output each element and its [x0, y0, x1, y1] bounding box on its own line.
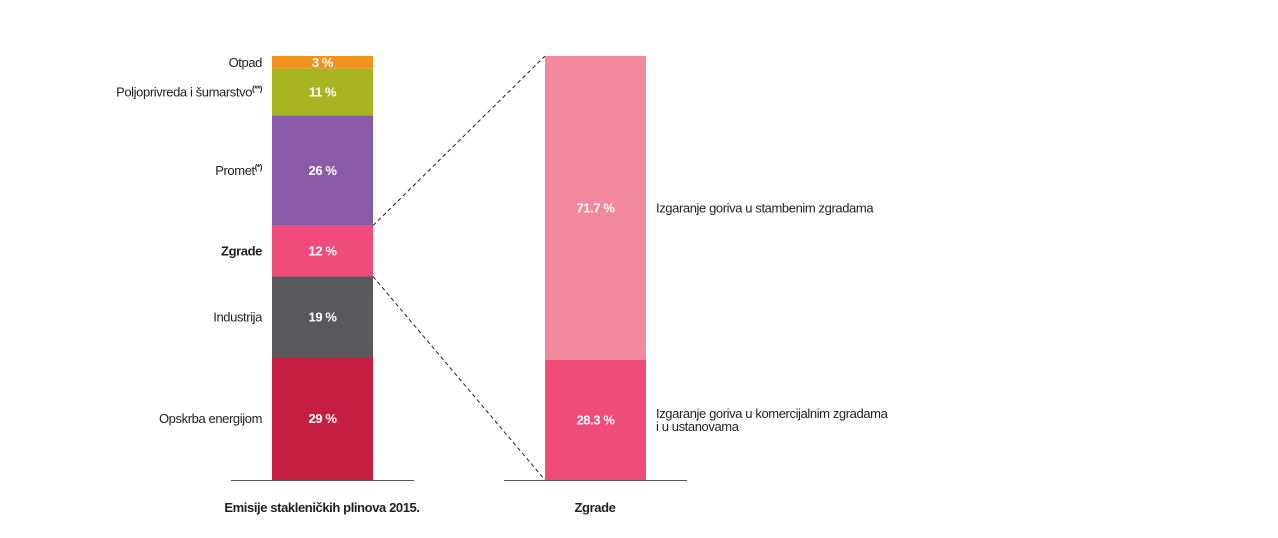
- bar-segment: [272, 357, 373, 480]
- category-label: Industrija: [213, 309, 263, 324]
- data-label: 26 %: [308, 163, 337, 178]
- data-label: 19 %: [308, 309, 337, 324]
- bar-segment: [272, 68, 373, 116]
- data-label: 28.3 %: [576, 413, 615, 428]
- data-label: 3 %: [312, 55, 334, 70]
- category-label: Opskrba energijom: [159, 411, 262, 426]
- zoom-connector-top: [372, 55, 546, 226]
- bar-segment: [272, 225, 373, 277]
- zoom-connector-bottom: [372, 276, 546, 481]
- data-label: 12 %: [308, 244, 337, 259]
- bar-segment: [272, 56, 373, 69]
- category-label: Promet(*): [215, 163, 262, 178]
- right-chart-title: Zgrade: [575, 500, 616, 515]
- left-chart-title: Emisije stakleničkih plinova 2015.: [224, 500, 419, 515]
- category-label: Izgaranje goriva u komercijalnim zgradam…: [656, 406, 889, 434]
- bar-segment: [545, 360, 646, 480]
- bar-segment: [545, 56, 646, 361]
- category-label: Izgaranje goriva u stambenim zgradama: [656, 201, 874, 216]
- data-label: 71.7 %: [576, 201, 615, 216]
- data-label: 11 %: [309, 85, 337, 100]
- data-label: 29 %: [308, 411, 337, 426]
- category-label: Zgrade: [221, 244, 262, 259]
- bar-segment: [272, 115, 373, 226]
- category-label: Otpad: [229, 55, 263, 70]
- bar-segment: [272, 276, 373, 358]
- category-label: Poljoprivreda i šumarstvo(**): [116, 85, 263, 100]
